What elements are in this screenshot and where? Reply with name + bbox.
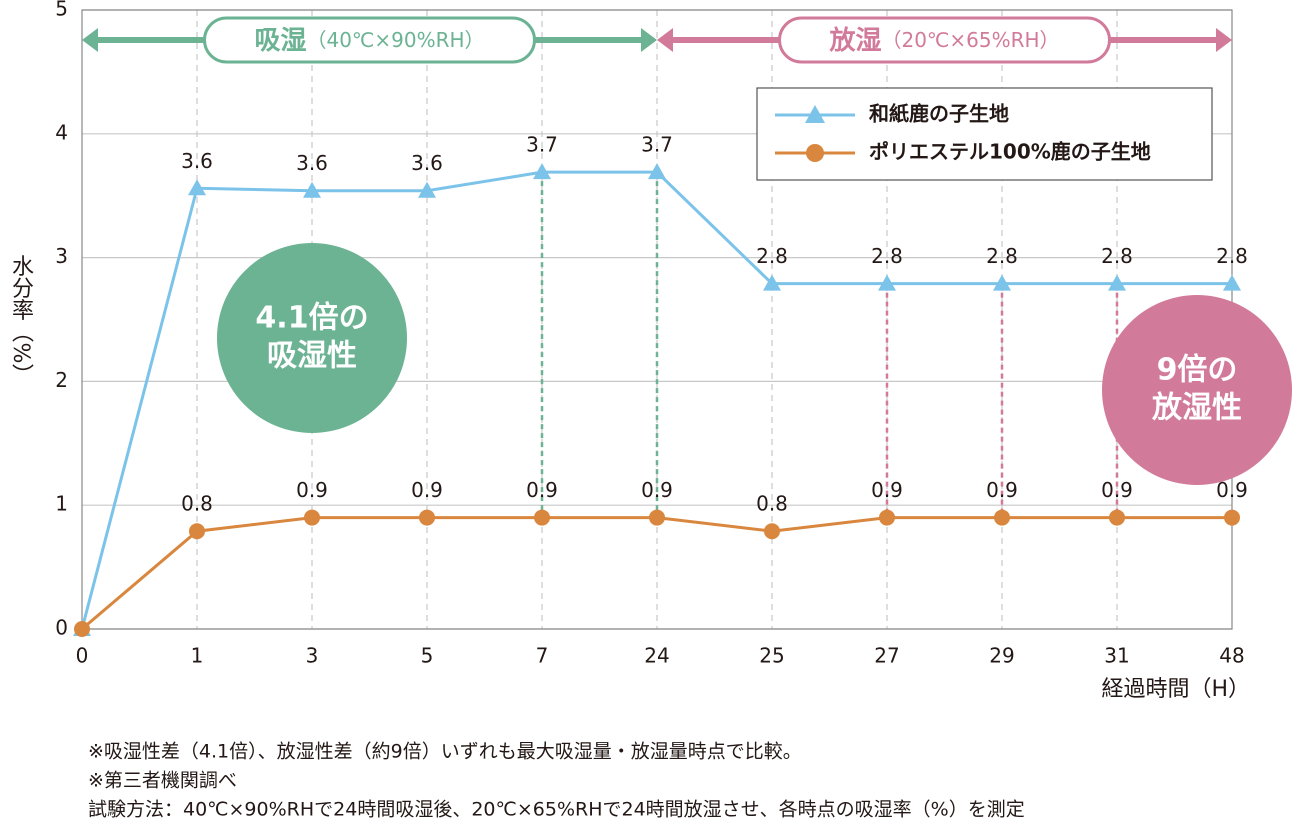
data-label: 0.8 — [181, 492, 213, 516]
callout-text: 9倍の — [1157, 353, 1238, 388]
data-label: 0.9 — [1101, 478, 1133, 502]
data-label: 0.8 — [756, 492, 788, 516]
callout-circle — [1102, 295, 1292, 485]
phase-condition: （20℃×65%RH） — [881, 28, 1059, 52]
data-label: 3.6 — [296, 151, 328, 175]
data-label: 0.9 — [641, 478, 673, 502]
x-tick-label: 0 — [76, 644, 89, 668]
x-tick-label: 31 — [1104, 644, 1129, 668]
data-label: 0.9 — [411, 478, 443, 502]
y-tick-label: 0 — [55, 616, 68, 640]
data-label: 2.8 — [986, 244, 1018, 268]
data-label: 0.9 — [1216, 478, 1248, 502]
arrow-head — [1216, 28, 1232, 52]
data-label: 3.6 — [411, 151, 443, 175]
marker — [1108, 274, 1126, 291]
data-label: 2.8 — [871, 244, 903, 268]
marker — [993, 274, 1011, 291]
y-axis-label: 水分率（%） — [8, 255, 34, 386]
note: ※吸湿性差（4.1倍）、放湿性差（約9倍）いずれも最大吸湿量・放湿量時点で比較。 — [88, 741, 802, 763]
phase-title: 吸湿 — [254, 26, 306, 56]
legend-label: ポリエステル100%鹿の子生地 — [869, 140, 1151, 164]
phase-label: 吸湿（40℃×90%RH） — [254, 26, 484, 56]
legend-label: 和紙鹿の子生地 — [869, 102, 1009, 126]
marker — [648, 163, 666, 180]
marker — [1224, 509, 1240, 526]
marker — [649, 509, 665, 526]
data-label: 2.8 — [756, 244, 788, 268]
data-label: 3.7 — [526, 133, 558, 157]
y-tick-label: 4 — [55, 120, 68, 144]
data-label: 2.8 — [1216, 244, 1248, 268]
arrow-head — [82, 28, 98, 52]
data-label: 0.9 — [871, 478, 903, 502]
phase-label: 放湿（20℃×65%RH） — [828, 25, 1059, 56]
marker — [188, 179, 206, 196]
legend-marker — [806, 144, 824, 162]
y-tick-label: 1 — [55, 492, 68, 516]
marker — [764, 523, 780, 540]
x-tick-label: 3 — [306, 644, 319, 668]
marker — [533, 163, 551, 180]
x-tick-label: 27 — [874, 644, 899, 668]
x-tick-label: 1 — [191, 644, 204, 668]
marker — [418, 181, 436, 198]
marker — [304, 509, 320, 526]
data-label: 0.9 — [296, 478, 328, 502]
marker — [419, 509, 435, 526]
data-label: 2.8 — [1101, 244, 1133, 268]
x-tick-label: 25 — [759, 644, 784, 668]
callout-circle — [217, 243, 407, 433]
callout-text: 吸湿性 — [267, 339, 357, 374]
marker — [994, 509, 1010, 526]
note: 試験方法：40℃×90%RHで24時間吸湿後、20℃×65%RHで24時間放湿さ… — [88, 799, 1025, 821]
y-tick-label: 2 — [55, 368, 68, 392]
data-label: 0.9 — [986, 478, 1018, 502]
marker — [74, 621, 90, 637]
x-tick-label: 5 — [421, 644, 434, 668]
arrow-head — [641, 28, 657, 52]
x-tick-label: 29 — [989, 644, 1014, 668]
y-tick-label: 5 — [55, 0, 68, 21]
data-label: 3.7 — [641, 133, 673, 157]
x-tick-label: 7 — [536, 644, 549, 668]
phase-box — [778, 16, 1111, 64]
note: ※第三者機関調べ — [88, 770, 237, 792]
marker — [189, 523, 205, 540]
legend-box — [756, 87, 1213, 181]
data-label: 0.9 — [526, 478, 558, 502]
marker — [303, 181, 321, 198]
y-tick-label: 3 — [55, 244, 68, 268]
marker — [878, 274, 896, 291]
callout-text: 4.1倍の — [255, 301, 368, 336]
marker — [763, 274, 781, 291]
x-tick-label: 48 — [1219, 644, 1244, 668]
marker — [1109, 509, 1125, 526]
x-tick-label: 24 — [644, 644, 669, 668]
marker — [1223, 274, 1241, 291]
marker — [879, 509, 895, 526]
data-label: 3.6 — [181, 149, 213, 173]
arrow-head — [657, 28, 673, 52]
x-axis-label: 経過時間（H） — [1101, 677, 1250, 702]
phase-condition: （40℃×90%RH） — [306, 28, 484, 52]
phase-title: 放湿 — [828, 25, 881, 56]
callout-text: 放湿性 — [1151, 391, 1242, 426]
marker — [534, 509, 550, 526]
phase-box — [203, 16, 536, 64]
legend-marker — [805, 105, 825, 123]
